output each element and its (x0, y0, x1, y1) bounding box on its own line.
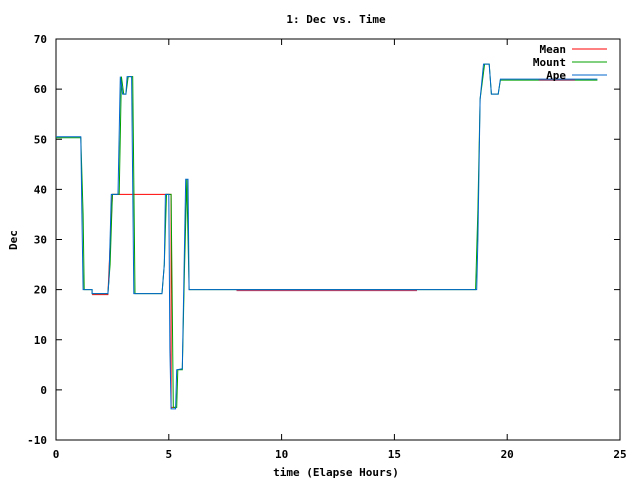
x-tick-label: 15 (388, 448, 401, 461)
legend-label-mount: Mount (533, 56, 566, 69)
series-line-mount (56, 63, 598, 408)
chart-title: 1: Dec vs. Time (286, 13, 386, 26)
y-tick-label: 30 (34, 234, 47, 247)
series-layer (56, 63, 598, 410)
legend-label-mean: Mean (540, 43, 567, 56)
plot-frame (55, 38, 621, 441)
y-tick-label: 40 (34, 183, 47, 196)
plot-border (55, 38, 621, 441)
y-tick-label: 50 (34, 133, 47, 146)
y-tick-label: 20 (34, 284, 47, 297)
x-tick-label: 0 (53, 448, 60, 461)
axes-layer: 0 5 10 15 20 25 -10 0 10 20 30 40 50 60 70 (27, 33, 627, 461)
x-tick-label: 5 (165, 448, 172, 461)
y-tick-label: 70 (34, 33, 47, 46)
x-tick-label: 10 (275, 448, 288, 461)
x-tick-label: 20 (501, 448, 514, 461)
y-tick-label: 10 (34, 334, 47, 347)
y-tick-label: 60 (34, 83, 47, 96)
legend-label-ape: Ape (546, 69, 566, 82)
series-line-ape (56, 63, 598, 410)
x-axis-label: time (Elapse Hours) (273, 466, 399, 479)
y-tick-label: 0 (40, 384, 47, 397)
y-tick-label: -10 (27, 434, 47, 447)
y-axis-label: Dec (7, 230, 20, 250)
x-tick-label: 25 (613, 448, 626, 461)
